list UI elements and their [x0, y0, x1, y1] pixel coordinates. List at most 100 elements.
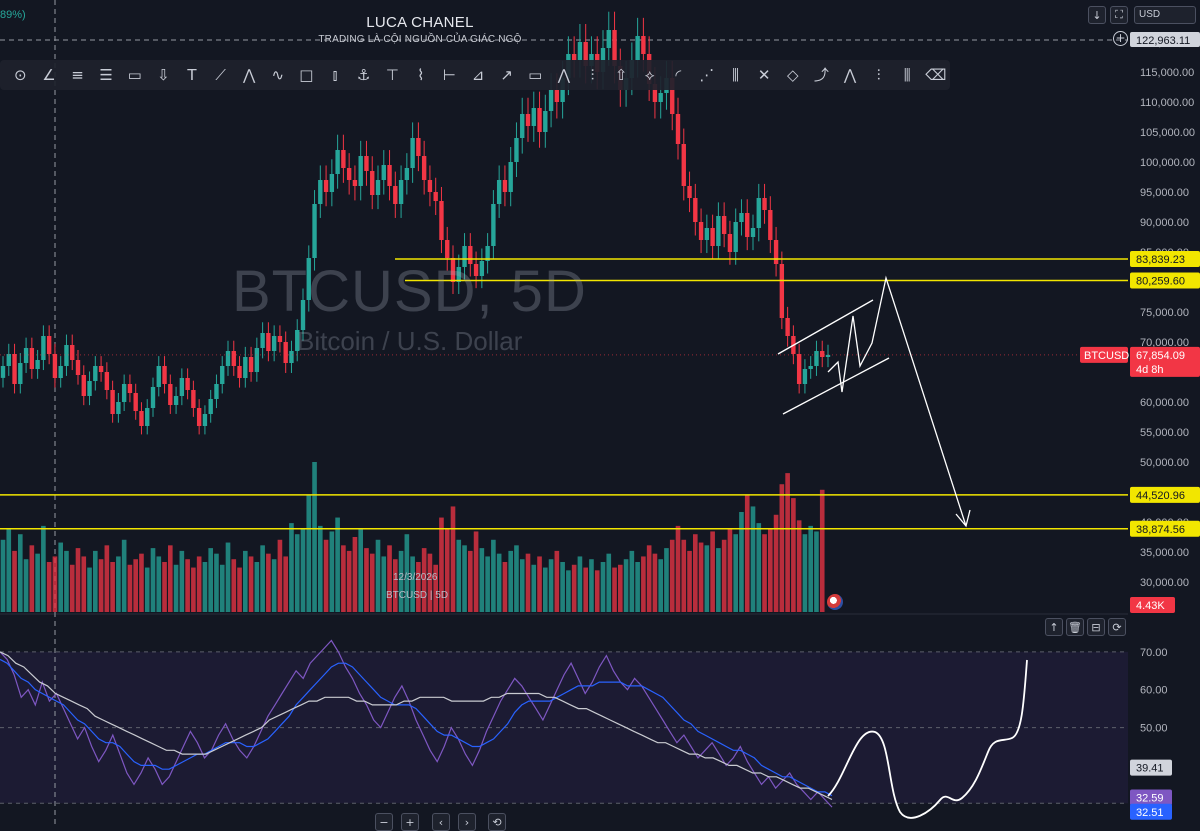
volume-bar	[744, 495, 750, 612]
candle-body	[491, 204, 496, 246]
volume-bar	[346, 550, 352, 612]
candle-tool-icon[interactable]: ⫶	[590, 65, 595, 84]
text-tool-icon[interactable]: T	[187, 65, 197, 84]
candle-body	[23, 348, 29, 363]
volume-bar	[393, 559, 398, 612]
candle-body	[739, 213, 744, 222]
candle-body	[225, 351, 231, 366]
candle-body	[508, 162, 513, 192]
ellipse-tool-icon[interactable]: ◇	[786, 65, 799, 84]
move-pane-up-icon[interactable]: ↑	[1045, 618, 1063, 636]
candle-body	[479, 261, 485, 276]
volume-bar	[669, 539, 675, 612]
add-price-alert-button[interactable]: +	[1113, 31, 1128, 46]
current-symbol-label: BTCUSD	[1084, 350, 1129, 362]
rsi-band	[0, 651, 1128, 804]
volume-bar	[185, 559, 190, 612]
volume-bar	[341, 545, 346, 612]
arrow-up-tool-icon[interactable]: ⇧	[614, 65, 628, 84]
range-tool-icon[interactable]: ⊢	[442, 65, 456, 84]
fib-tool-icon[interactable]: ≡	[71, 65, 84, 84]
candle-body	[421, 156, 427, 180]
zoom-out-button[interactable]: −	[375, 813, 393, 831]
polyline-tool-icon[interactable]: ⌇	[417, 65, 425, 84]
arrow-down-tool-icon[interactable]: ⇩	[157, 65, 170, 84]
candle-body	[802, 369, 808, 384]
candle-body	[104, 372, 110, 390]
candle-body	[433, 192, 438, 201]
us-flag-icon[interactable]	[827, 594, 843, 610]
anchor-tool-icon[interactable]: ⚓	[356, 65, 371, 84]
pattern-tool-icon[interactable]: ⋀	[243, 65, 256, 84]
reset-chart-button[interactable]: ⟲	[488, 813, 506, 831]
volume-bar	[814, 531, 819, 612]
scroll-left-button[interactable]: ‹	[432, 813, 450, 831]
candle-body	[762, 198, 767, 210]
candle-body	[704, 228, 710, 240]
scroll-right-button[interactable]: ›	[458, 813, 476, 831]
volume-bar	[266, 553, 271, 612]
collapse-pane-icon[interactable]: ⊟	[1087, 618, 1105, 636]
arrow-tool-icon[interactable]: ↗	[500, 65, 513, 84]
volume-bar	[260, 545, 265, 612]
trend-line-tool-icon[interactable]: ∠	[42, 65, 56, 84]
bars-tool-icon[interactable]: ⫾	[332, 65, 338, 84]
ruler-tool-icon[interactable]: ⊤	[385, 65, 399, 84]
note-tool-icon[interactable]: ▭	[528, 65, 543, 84]
volume-bar	[641, 556, 646, 612]
volume-bar	[675, 525, 681, 612]
volume-bar	[352, 537, 358, 612]
eraser-tool-icon[interactable]: ⌫	[925, 65, 947, 84]
volume-bar	[819, 489, 825, 612]
projection-tool-icon[interactable]: ⟡	[644, 65, 655, 84]
curve-tool-icon[interactable]: ◜	[675, 65, 682, 84]
abcd-tool-icon[interactable]: ⋀	[843, 65, 857, 84]
candle-body	[145, 408, 150, 426]
volume-bar	[289, 523, 294, 612]
forecast-tool-icon[interactable]: ⤴	[813, 65, 829, 84]
cycle-tool-icon[interactable]: ⫼	[903, 65, 911, 84]
symbol-name-watermark: Bitcoin / U.S. Dollar	[297, 326, 523, 356]
crosshair-tool-icon[interactable]: ⊙	[14, 65, 27, 84]
candle-body	[750, 228, 756, 237]
zoom-in-button[interactable]: +	[401, 813, 419, 831]
level-label-bg	[1130, 520, 1200, 537]
currency-select[interactable]: USD	[1134, 6, 1196, 24]
volume-bar	[116, 556, 121, 612]
candle-body	[531, 108, 536, 126]
price-tick-label: 55,000.00	[1140, 427, 1189, 439]
brush-tool-icon[interactable]: ⟋	[215, 65, 226, 84]
rsi-value-label: 32.59	[1136, 792, 1164, 804]
xabcd-tool-icon[interactable]: ✕	[757, 65, 771, 84]
candle-body	[202, 414, 208, 426]
candle-body	[214, 384, 219, 399]
volume-bar	[12, 550, 17, 612]
callout-tool-icon[interactable]: ▭	[127, 65, 142, 84]
volume-bar	[231, 559, 237, 612]
volume-bar	[560, 562, 565, 612]
candle-body	[208, 399, 213, 414]
expand-icon[interactable]: ⛶	[1110, 6, 1128, 24]
bars-pattern-tool-icon[interactable]: ⫶	[876, 65, 881, 84]
lines-tool-icon[interactable]: ☰	[99, 65, 113, 84]
delete-pane-icon[interactable]: 🗑	[1066, 618, 1084, 636]
angle-tool-icon[interactable]: ⊿	[471, 65, 485, 84]
path-tool-icon[interactable]: ∿	[271, 65, 285, 84]
rsi-tick-label: 70.00	[1140, 647, 1168, 659]
reset-pane-icon[interactable]: ⟳	[1108, 618, 1126, 636]
ohlc-tool-icon[interactable]: ⫼	[732, 65, 739, 84]
rectangle-tool-icon[interactable]: □	[299, 65, 314, 84]
candle-body	[237, 366, 242, 378]
candle-body	[710, 228, 715, 246]
wave-tool-icon[interactable]: ⋀	[557, 65, 571, 84]
candle-body	[571, 54, 577, 60]
volume-bar	[133, 559, 138, 612]
candle-body	[393, 186, 398, 204]
download-icon[interactable]: ↓	[1088, 6, 1106, 24]
elliott-tool-icon[interactable]: ⋰	[699, 65, 715, 84]
volume-bar	[693, 534, 698, 612]
volume-bar	[323, 539, 329, 612]
volume-bar	[502, 562, 508, 612]
candle-body	[485, 246, 490, 261]
